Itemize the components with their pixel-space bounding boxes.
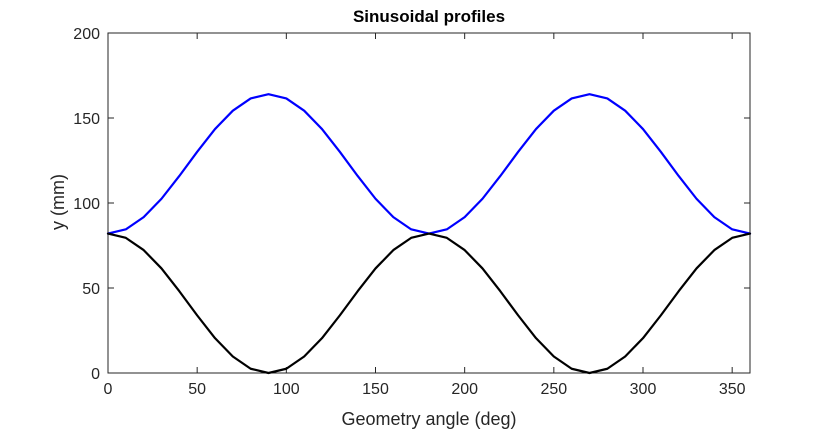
y-tick-label: 0 (91, 366, 100, 383)
y-axis-label: y (mm) (48, 174, 68, 230)
y-tick-label: 150 (73, 111, 100, 128)
chart-title: Sinusoidal profiles (353, 7, 505, 26)
plot-area: 0 50 100 150 200 250 300 350 0 50 100 150 200 (73, 26, 752, 398)
x-tick-label: 100 (273, 381, 300, 398)
y-tick-label: 100 (73, 196, 100, 213)
x-axis-label: Geometry angle (deg) (341, 409, 516, 429)
y-tick-label: 200 (73, 26, 100, 43)
x-tick-label: 250 (540, 381, 567, 398)
x-tick-label: 150 (362, 381, 389, 398)
y-tick-label: 50 (82, 281, 100, 298)
series-line-2 (106, 232, 752, 375)
x-tick-label: 200 (451, 381, 478, 398)
x-tick-label: 0 (104, 381, 113, 398)
x-tick-label: 300 (630, 381, 657, 398)
x-tick-label: 50 (188, 381, 206, 398)
x-tick-label: 350 (719, 381, 746, 398)
